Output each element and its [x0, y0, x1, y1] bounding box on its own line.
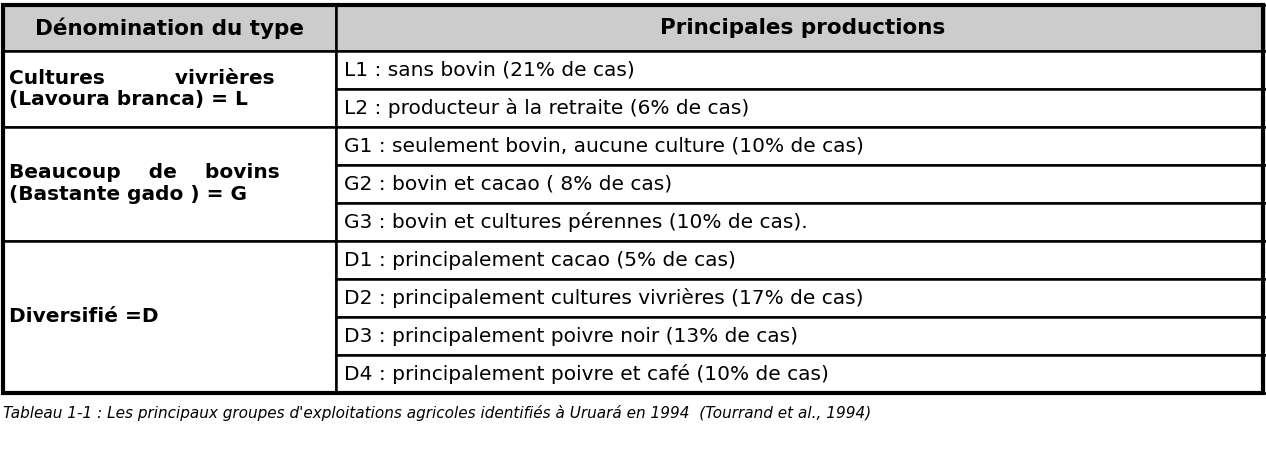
Bar: [3, 51, 335, 127]
Text: Beaucoup    de    bovins
(Bastante gado ) = G: Beaucoup de bovins (Bastante gado ) = G: [9, 164, 280, 205]
Bar: [335, 89, 1266, 127]
Bar: [335, 203, 1266, 241]
Bar: [3, 241, 335, 393]
Bar: [3, 5, 335, 51]
Bar: [3, 127, 335, 241]
Text: D1 : principalement cacao (5% de cas): D1 : principalement cacao (5% de cas): [344, 251, 736, 269]
Text: Cultures          vivrières
(Lavoura branca) = L: Cultures vivrières (Lavoura branca) = L: [9, 69, 275, 109]
Text: Tableau 1-1 : Les principaux groupes d'exploitations agricoles identifiés à Urua: Tableau 1-1 : Les principaux groupes d'e…: [3, 405, 871, 421]
Bar: [335, 241, 1266, 279]
Text: D2 : principalement cultures vivrières (17% de cas): D2 : principalement cultures vivrières (…: [344, 288, 863, 308]
Bar: [335, 5, 1266, 51]
Bar: [335, 279, 1266, 317]
Text: Dénomination du type: Dénomination du type: [35, 17, 304, 39]
Bar: [3, 5, 1263, 393]
Text: D4 : principalement poivre et café (10% de cas): D4 : principalement poivre et café (10% …: [344, 364, 829, 384]
Bar: [335, 317, 1266, 355]
Text: Diversifié =D: Diversifié =D: [9, 307, 158, 327]
Text: D3 : principalement poivre noir (13% de cas): D3 : principalement poivre noir (13% de …: [344, 327, 798, 345]
Text: Principales productions: Principales productions: [660, 18, 946, 38]
Bar: [335, 355, 1266, 393]
Text: L2 : producteur à la retraite (6% de cas): L2 : producteur à la retraite (6% de cas…: [344, 98, 749, 118]
Bar: [335, 165, 1266, 203]
Text: G3 : bovin et cultures pérennes (10% de cas).: G3 : bovin et cultures pérennes (10% de …: [344, 212, 808, 232]
Bar: [335, 127, 1266, 165]
Text: G1 : seulement bovin, aucune culture (10% de cas): G1 : seulement bovin, aucune culture (10…: [344, 136, 863, 156]
Text: G2 : bovin et cacao ( 8% de cas): G2 : bovin et cacao ( 8% de cas): [344, 174, 672, 193]
Bar: [335, 51, 1266, 89]
Text: L1 : sans bovin (21% de cas): L1 : sans bovin (21% de cas): [344, 60, 634, 80]
